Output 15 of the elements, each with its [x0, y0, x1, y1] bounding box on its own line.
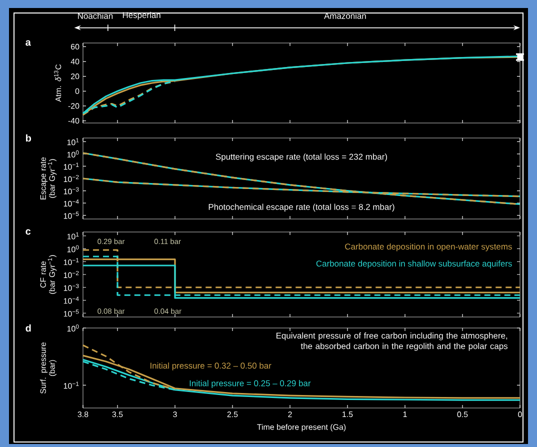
- chart-title: b: [26, 134, 32, 142]
- chart-title: d: [26, 324, 31, 332]
- text: Carbonate deposition in shallow subsurface aquifers: [316, 260, 512, 268]
- chart-title: c: [26, 229, 31, 235]
- annotation: Photochemical escape rate (total loss = 8.2 mbar): [208, 204, 394, 212]
- text: Hesperian: [122, 12, 160, 20]
- annotation: Sputtering escape rate (total loss = 232 mbar): [216, 153, 387, 162]
- series-label: Initial pressure = 0.25 – 0.29 bar: [190, 380, 311, 388]
- chart-title: a: [26, 40, 31, 46]
- text: Noachian: [78, 12, 113, 19]
- annotation: Equivalent pressure of free carbon including the atmosphere, the absorbed carbon in the regolith and the polar caps: [276, 332, 508, 351]
- series-label: Initial pressure = 0.32 – 0.50 bar: [150, 362, 272, 370]
- line-series: [82, 152, 521, 206]
- text: Carbonate deposition in open-water systems: [345, 243, 512, 252]
- text: Amazonian: [324, 12, 366, 19]
